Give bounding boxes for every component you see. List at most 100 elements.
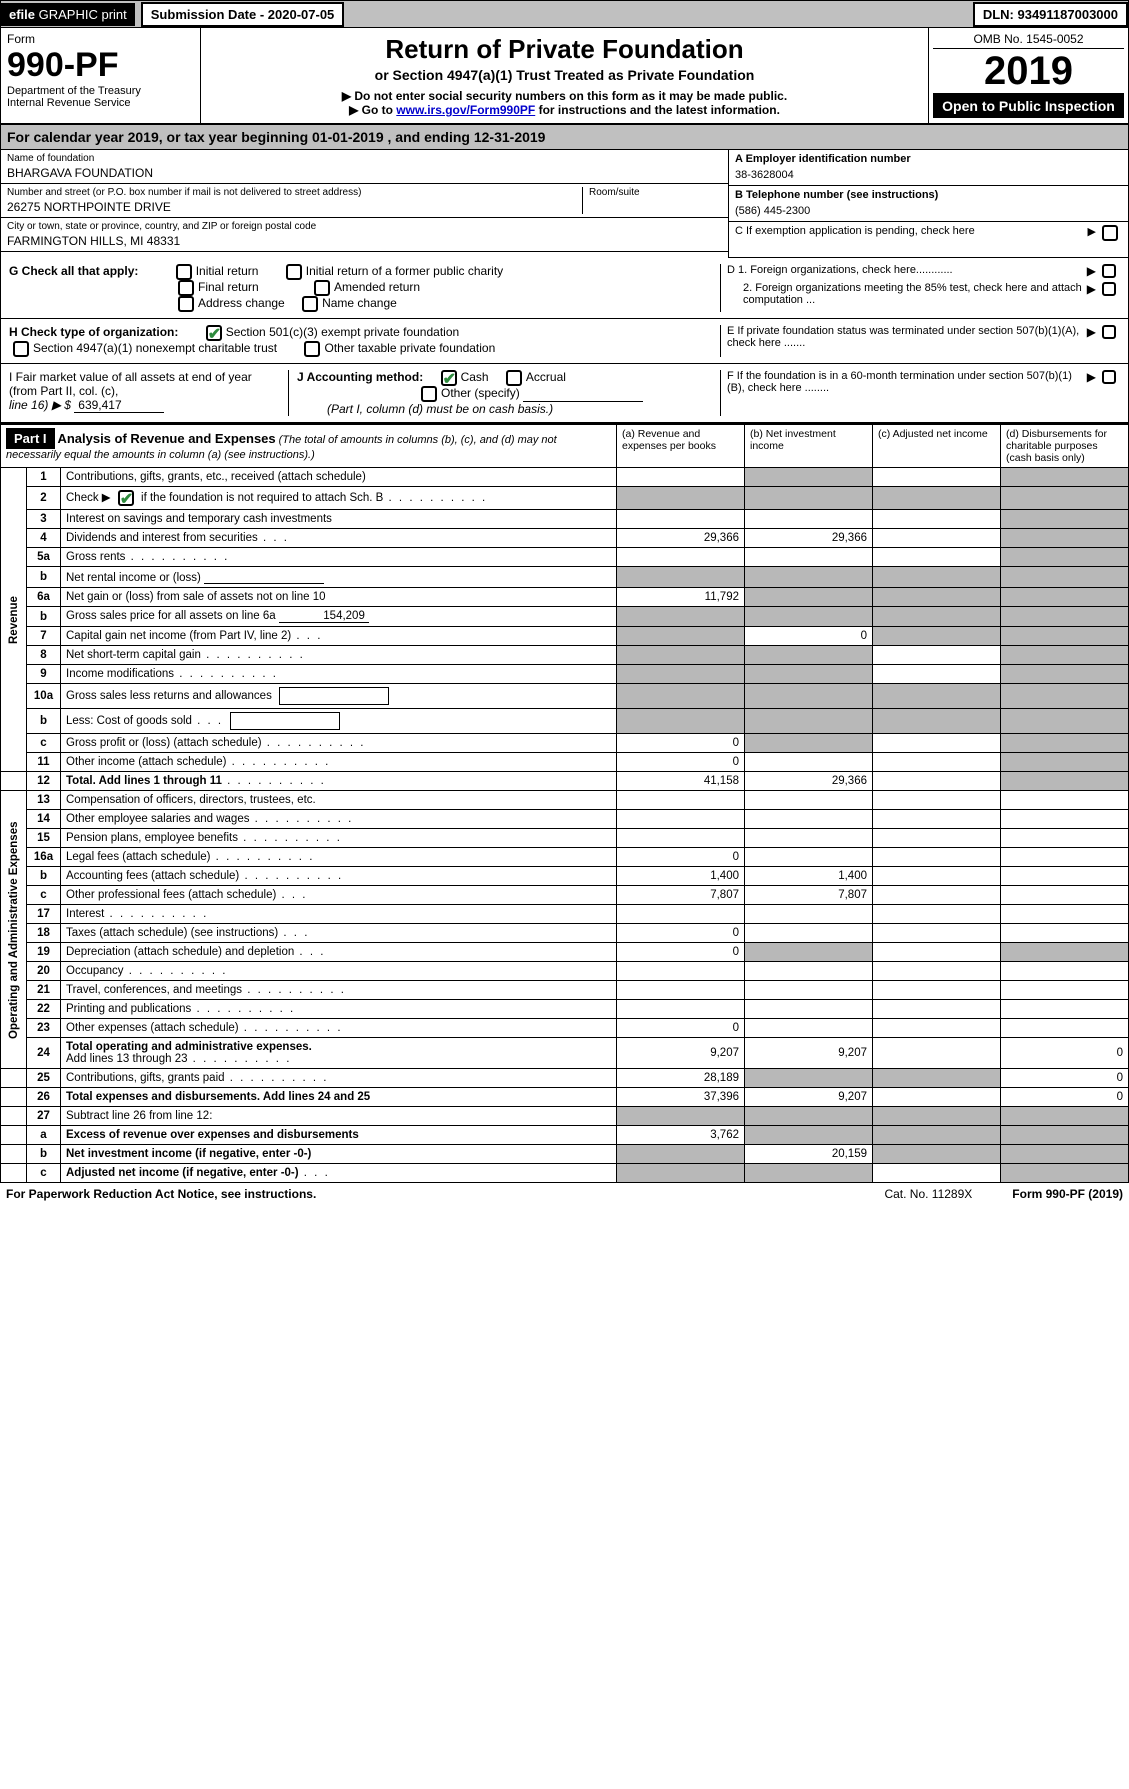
table-row: 23 Other expenses (attach schedule) 0 <box>1 1019 1129 1038</box>
arrow-icon: ▶ <box>1087 282 1096 296</box>
g-opt-5: Name change <box>322 296 397 310</box>
row-desc: Net rental income or (loss) <box>61 567 617 588</box>
amended-return-checkbox[interactable] <box>314 280 330 296</box>
d1-label: D 1. Foreign organizations, check here..… <box>727 264 1085 276</box>
row-desc: Check ▶ if the foundation is not require… <box>61 487 617 510</box>
initial-former-checkbox[interactable] <box>286 264 302 280</box>
irs-link[interactable]: www.irs.gov/Form990PF <box>396 103 535 117</box>
d1-checkbox[interactable] <box>1102 264 1116 278</box>
r16b-text: Accounting fees (attach schedule) <box>66 870 239 882</box>
r16c-text: Other professional fees (attach schedule… <box>66 889 276 901</box>
r14-text: Other employee salaries and wages <box>66 813 249 825</box>
other-taxable-checkbox[interactable] <box>304 341 320 357</box>
r5b-text: Net rental income or (loss) <box>66 572 201 584</box>
name-value: BHARGAVA FOUNDATION <box>7 166 722 180</box>
row-desc: Taxes (attach schedule) (see instruction… <box>61 924 617 943</box>
table-row: 12 Total. Add lines 1 through 11 41,158 … <box>1 772 1129 791</box>
h-opt-2: Section 4947(a)(1) nonexempt charitable … <box>33 341 277 355</box>
dept-line1: Department of the Treasury <box>7 85 194 97</box>
row-num: 7 <box>27 627 61 646</box>
c-checkbox[interactable] <box>1102 225 1118 241</box>
g-label: G Check all that apply: <box>9 264 138 278</box>
g-d-row: G Check all that apply: Initial return I… <box>0 258 1129 319</box>
row-num: c <box>27 886 61 905</box>
row-desc: Travel, conferences, and meetings <box>61 981 617 1000</box>
r5a-text: Gross rents <box>66 551 125 563</box>
cash-checkbox[interactable] <box>441 370 457 386</box>
r6b-text: Gross sales price for all assets on line… <box>66 610 276 622</box>
col-a-header: (a) Revenue and expenses per books <box>617 425 745 468</box>
phone-label: B Telephone number (see instructions) <box>735 189 1122 201</box>
row-desc: Net short-term capital gain <box>61 646 617 665</box>
h-section: H Check type of organization: Section 50… <box>9 325 714 357</box>
r22-text: Printing and publications <box>66 1003 191 1015</box>
footer-right: Form 990-PF (2019) <box>1012 1187 1123 1201</box>
other-method-checkbox[interactable] <box>421 386 437 402</box>
table-row: c Adjusted net income (if negative, ente… <box>1 1164 1129 1183</box>
row-num: 1 <box>27 468 61 487</box>
r10b-text: Less: Cost of goods sold <box>66 715 192 727</box>
form-word: Form <box>7 32 194 46</box>
info-left: Name of foundation BHARGAVA FOUNDATION N… <box>1 150 728 258</box>
table-row: 7 Capital gain net income (from Part IV,… <box>1 627 1129 646</box>
r27c-text: Adjusted net income (if negative, enter … <box>66 1167 299 1179</box>
r16a-text: Legal fees (attach schedule) <box>66 851 210 863</box>
initial-return-checkbox[interactable] <box>176 264 192 280</box>
d2-label: 2. Foreign organizations meeting the 85%… <box>727 282 1085 306</box>
table-row: Operating and Administrative Expenses 13… <box>1 791 1129 810</box>
row-desc: Accounting fees (attach schedule) <box>61 867 617 886</box>
e-section: E If private foundation status was termi… <box>720 325 1120 357</box>
i-section: I Fair market value of all assets at end… <box>9 370 289 416</box>
row-num: b <box>27 607 61 627</box>
row-num: 17 <box>27 905 61 924</box>
4947-checkbox[interactable] <box>13 341 29 357</box>
r25-a: 28,189 <box>617 1069 745 1088</box>
r4-a: 29,366 <box>617 529 745 548</box>
entity-info-block: Name of foundation BHARGAVA FOUNDATION N… <box>0 150 1129 258</box>
final-return-checkbox[interactable] <box>178 280 194 296</box>
e-checkbox[interactable] <box>1102 325 1116 339</box>
f-checkbox[interactable] <box>1102 370 1116 384</box>
r10a-box <box>279 687 389 705</box>
row-desc: Interest <box>61 905 617 924</box>
row-desc: Other employee salaries and wages <box>61 810 617 829</box>
address-change-checkbox[interactable] <box>178 296 194 312</box>
r16a-a: 0 <box>617 848 745 867</box>
h-e-row: H Check type of organization: Section 50… <box>0 319 1129 364</box>
tax-year: 2019 <box>933 49 1124 94</box>
addr-label: Number and street (or P.O. box number if… <box>7 187 582 198</box>
501c3-checkbox[interactable] <box>206 325 222 341</box>
address-cell: Number and street (or P.O. box number if… <box>1 184 728 218</box>
table-row: 10a Gross sales less returns and allowan… <box>1 684 1129 709</box>
row-num: 18 <box>27 924 61 943</box>
d2-checkbox[interactable] <box>1102 282 1116 296</box>
g-opt-1: Initial return of a former public charit… <box>306 264 503 278</box>
efile-badge: efile GRAPHIC print <box>1 3 135 26</box>
row-desc: Interest on savings and temporary cash i… <box>61 510 617 529</box>
table-row: 24 Total operating and administrative ex… <box>1 1038 1129 1069</box>
row-num: 19 <box>27 943 61 962</box>
sch-b-checkbox[interactable] <box>118 490 134 506</box>
row-desc: Other income (attach schedule) <box>61 753 617 772</box>
room-label: Room/suite <box>589 187 722 198</box>
r16c-a: 7,807 <box>617 886 745 905</box>
form-number: 990-PF <box>7 46 194 85</box>
table-row: 22 Printing and publications <box>1 1000 1129 1019</box>
g-section: G Check all that apply: Initial return I… <box>9 264 714 312</box>
col-d-header: (d) Disbursements for charitable purpose… <box>1001 425 1129 468</box>
row-num: 3 <box>27 510 61 529</box>
efile-text: efile <box>9 7 35 22</box>
row-num: b <box>27 1145 61 1164</box>
table-row: b Gross sales price for all assets on li… <box>1 607 1129 627</box>
other-specify-line[interactable] <box>523 388 643 402</box>
row-desc: Gross profit or (loss) (attach schedule) <box>61 734 617 753</box>
accrual-checkbox[interactable] <box>506 370 522 386</box>
r24-text2: Add lines 13 through 23 <box>66 1053 187 1065</box>
name-change-checkbox[interactable] <box>302 296 318 312</box>
table-row: 15 Pension plans, employee benefits <box>1 829 1129 848</box>
arrow-icon: ▶ <box>1088 225 1096 238</box>
row-num: 23 <box>27 1019 61 1038</box>
row-desc: Legal fees (attach schedule) <box>61 848 617 867</box>
g-opt-0: Initial return <box>196 264 259 278</box>
row-desc: Gross sales price for all assets on line… <box>61 607 617 627</box>
